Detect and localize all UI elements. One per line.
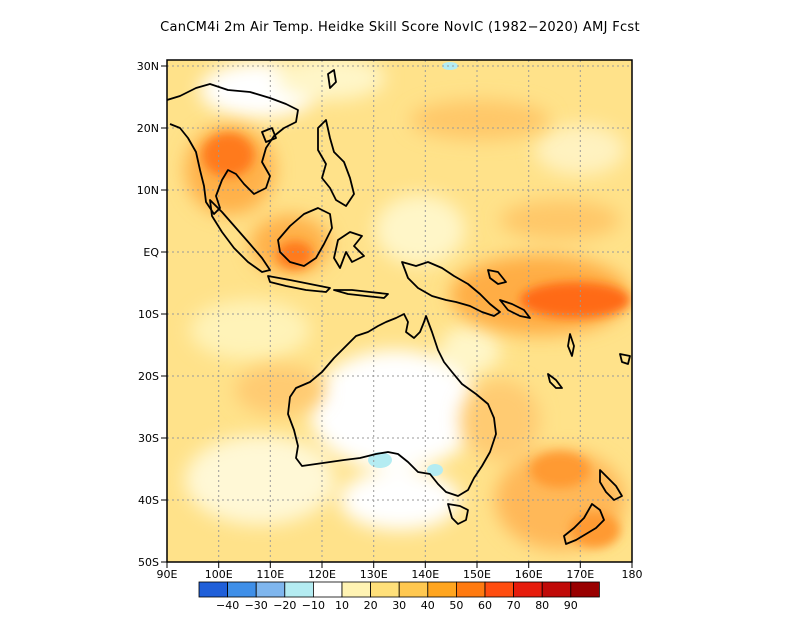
- colorbar-label: 70: [507, 599, 521, 612]
- colorbar-swatch: [455, 581, 486, 598]
- lon-label: 90E: [157, 568, 178, 581]
- lon-label: 100E: [205, 568, 233, 581]
- lat-label: 10N: [137, 184, 159, 197]
- colorbar-label: 60: [478, 599, 492, 612]
- skill-field: [167, 60, 632, 562]
- lon-label: 170E: [566, 568, 594, 581]
- tasmania-coast: [447, 503, 469, 525]
- lon-label: 160E: [515, 568, 543, 581]
- colorbar-label: 50: [449, 599, 463, 612]
- colorbar-swatch: [341, 581, 372, 598]
- solomon-coast: [499, 299, 531, 319]
- lon-label: 180: [622, 568, 643, 581]
- bismarck-coast: [487, 269, 507, 285]
- fiji-coast: [619, 353, 631, 365]
- lon-label: 120E: [308, 568, 336, 581]
- new-zealand-coast: [599, 469, 623, 501]
- colorbar-swatch: [541, 581, 572, 598]
- lat-label: 20S: [138, 370, 159, 383]
- hainan-coast: [261, 127, 277, 143]
- philippines-coast: [317, 119, 355, 207]
- taiwan-coast: [327, 69, 337, 89]
- colorbar-labels: −40 −30 −20 −10 10 20 30 40 50 60 70 80 90: [216, 599, 578, 612]
- colorbar-swatch: [398, 581, 429, 598]
- colorbar-label: 30: [392, 599, 406, 612]
- grid-lines: [167, 60, 632, 562]
- lat-label: 10S: [138, 308, 159, 321]
- colorbar-swatch: [198, 581, 229, 598]
- lat-label: EQ: [143, 246, 159, 259]
- sumatra-coast: [209, 199, 271, 273]
- coastlines: [167, 69, 631, 545]
- lat-label: 30S: [138, 432, 159, 445]
- lesser-sunda-coast: [333, 289, 389, 299]
- colorbar-label: −40: [216, 599, 239, 612]
- colorbar-label: −10: [302, 599, 325, 612]
- colorbar-label: 10: [335, 599, 349, 612]
- new-zealand-south-coast: [563, 503, 605, 545]
- sulawesi-coast: [333, 231, 365, 269]
- colorbar: [198, 581, 600, 598]
- lat-label: 40S: [138, 494, 159, 507]
- colorbar-swatch: [284, 581, 314, 598]
- colorbar-label: 80: [535, 599, 549, 612]
- java-coast: [267, 275, 331, 293]
- lon-ticks: [166, 562, 633, 568]
- new-caledonia-coast: [547, 373, 563, 389]
- colorbar-swatch: [484, 581, 515, 598]
- colorbar-swatch: [513, 581, 543, 598]
- lon-label: 110E: [256, 568, 284, 581]
- lat-label: 50S: [138, 556, 159, 569]
- lon-label: 140E: [411, 568, 439, 581]
- vanuatu-coast: [567, 333, 575, 357]
- lat-label: 30N: [137, 60, 159, 73]
- colorbar-swatch: [227, 581, 257, 598]
- colorbar-label: 20: [364, 599, 378, 612]
- colorbar-swatch: [427, 581, 457, 598]
- colorbar-swatch: [370, 581, 400, 598]
- colorbar-label: 40: [421, 599, 435, 612]
- colorbar-swatch: [570, 581, 600, 598]
- colorbar-swatch: [312, 581, 343, 598]
- lat-ticks: [161, 65, 167, 563]
- lat-label: 20N: [137, 122, 159, 135]
- australia-coast: [287, 313, 497, 497]
- chart-title: CanCM4i 2m Air Temp. Heidke Skill Score …: [160, 20, 640, 35]
- borneo-coast: [277, 207, 333, 267]
- new-guinea-coast: [401, 261, 501, 317]
- colorbar-label: 90: [564, 599, 578, 612]
- se-asia-coast: [167, 83, 299, 215]
- colorbar-label: −30: [245, 599, 268, 612]
- colorbar-swatch: [255, 581, 286, 598]
- lon-label: 150E: [463, 568, 491, 581]
- lon-label: 130E: [360, 568, 388, 581]
- colorbar-label: −20: [273, 599, 296, 612]
- map-frame: [166, 59, 633, 563]
